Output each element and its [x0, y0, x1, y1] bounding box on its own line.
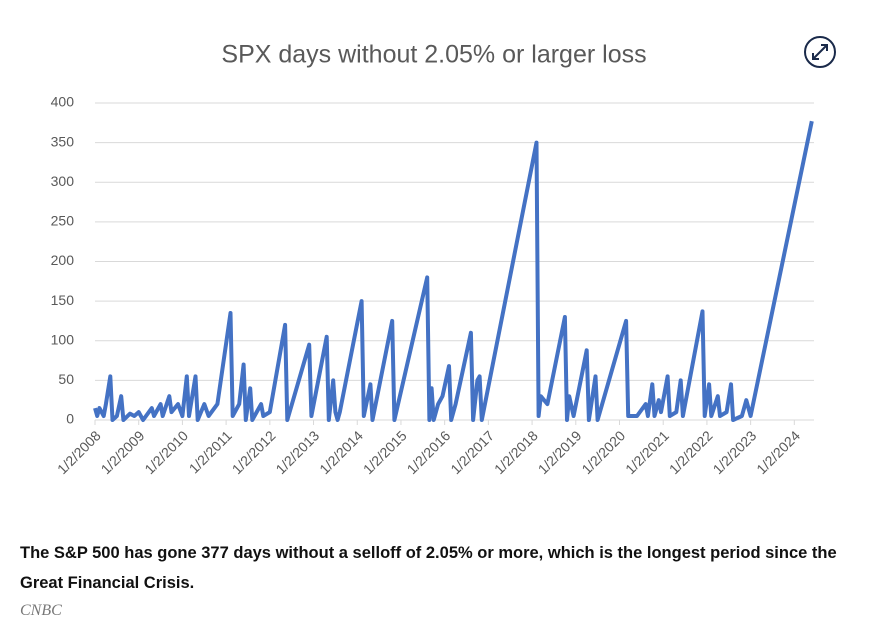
x-tick-label: 1/2/2009 — [98, 427, 148, 477]
y-tick-label: 50 — [58, 371, 74, 387]
expand-icon[interactable] — [812, 44, 828, 60]
x-tick-label: 1/2/2008 — [54, 427, 104, 477]
y-tick-label: 250 — [51, 213, 75, 229]
x-tick-label: 1/2/2018 — [491, 427, 541, 477]
x-tick-label: 1/2/2016 — [404, 427, 454, 477]
y-tick-label: 200 — [51, 252, 75, 268]
x-tick-label: 1/2/2020 — [578, 427, 628, 477]
x-tick-label: 1/2/2022 — [666, 427, 716, 477]
x-tick-label: 1/2/2014 — [316, 427, 366, 477]
y-tick-label: 400 — [51, 94, 75, 110]
x-tick-label: 1/2/2015 — [360, 427, 410, 477]
y-tick-label: 300 — [51, 173, 75, 189]
x-tick-label: 1/2/2024 — [753, 427, 803, 477]
x-tick-label: 1/2/2023 — [710, 427, 760, 477]
credit: CNBC — [20, 602, 62, 619]
x-tick-label: 1/2/2012 — [229, 427, 279, 477]
data-line — [93, 120, 814, 422]
caption: The S&P 500 has gone 377 days without a … — [20, 544, 837, 592]
x-tick-label: 1/2/2013 — [272, 427, 322, 477]
chart-title: SPX days without 2.05% or larger loss — [221, 41, 646, 69]
x-tick-label: 1/2/2010 — [141, 427, 191, 477]
y-tick-label: 100 — [51, 331, 75, 347]
expand-button[interactable] — [804, 36, 836, 68]
y-tick-label: 0 — [66, 411, 74, 427]
y-tick-label: 150 — [51, 292, 75, 308]
x-tick-label: 1/2/2017 — [447, 427, 497, 477]
chart: SPX days without 2.05% or larger loss 0 5… — [51, 36, 836, 477]
x-tick-label: 1/2/2019 — [535, 427, 585, 477]
x-tick-label: 1/2/2021 — [622, 427, 672, 477]
y-tick-label: 350 — [51, 133, 75, 149]
x-tick-label: 1/2/2011 — [186, 427, 235, 476]
